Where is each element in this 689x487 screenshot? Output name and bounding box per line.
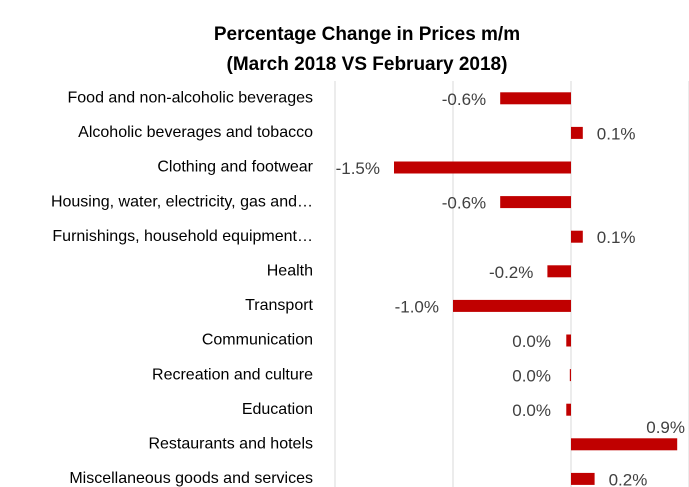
value-label: -0.6% <box>442 194 486 213</box>
category-label: Furnishings, household equipment… <box>52 228 313 245</box>
value-label: 0.0% <box>512 367 551 386</box>
category-label: Food and non-alcoholic beverages <box>68 90 314 107</box>
value-label: 0.1% <box>597 124 636 143</box>
bar <box>453 299 571 312</box>
value-label: -0.2% <box>489 263 533 282</box>
value-label: -0.6% <box>442 90 486 109</box>
value-label: 0.2% <box>609 470 648 487</box>
category-label: Health <box>267 263 313 280</box>
bar <box>547 265 571 278</box>
value-label: 0.0% <box>512 401 551 420</box>
value-label: -1.5% <box>336 159 380 178</box>
chart-title: Percentage Change in Prices m/m <box>214 24 520 45</box>
category-label: Alcoholic beverages and tobacco <box>78 124 313 141</box>
category-label: Transport <box>245 297 313 314</box>
bar <box>566 334 571 347</box>
chart-title: (March 2018 VS February 2018) <box>227 54 508 75</box>
bar <box>569 369 571 382</box>
category-label: Communication <box>202 332 313 349</box>
bar <box>394 161 571 174</box>
bar <box>500 92 571 105</box>
category-label: Recreation and culture <box>152 366 313 383</box>
category-label: Housing, water, electricity, gas and… <box>51 193 313 210</box>
bar <box>500 196 571 209</box>
value-label: 0.1% <box>597 228 636 247</box>
category-label: Clothing and footwear <box>157 159 313 176</box>
category-label: Education <box>242 401 313 418</box>
category-label: Miscellaneous goods and services <box>69 470 313 487</box>
bar <box>571 472 595 485</box>
bar <box>571 438 678 451</box>
value-label: 0.0% <box>512 332 551 351</box>
bar <box>566 403 571 416</box>
value-label: 0.9% <box>646 418 685 437</box>
bar <box>571 126 583 139</box>
bar <box>571 230 583 243</box>
category-label: Restaurants and hotels <box>148 436 313 453</box>
value-label: -1.0% <box>395 297 439 316</box>
